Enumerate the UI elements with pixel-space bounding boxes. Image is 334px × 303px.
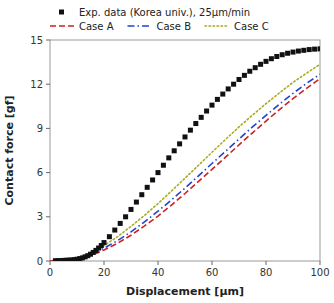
x-tick-label: 20 bbox=[98, 267, 111, 278]
point bbox=[242, 73, 247, 78]
x-tick bbox=[158, 261, 159, 265]
y-tick bbox=[46, 128, 50, 129]
y-tick-label: 3 bbox=[37, 211, 43, 222]
y-tick-label: 12 bbox=[30, 79, 43, 90]
x-tick bbox=[320, 261, 321, 265]
legend: Exp. data (Korea univ.), 25μm/minCase AC… bbox=[50, 7, 269, 32]
y-tick-label: 6 bbox=[37, 167, 43, 178]
y-tick bbox=[46, 216, 50, 217]
point bbox=[139, 192, 144, 197]
point bbox=[237, 77, 242, 82]
point bbox=[280, 52, 285, 57]
point bbox=[285, 51, 290, 56]
point bbox=[247, 69, 252, 74]
point bbox=[296, 49, 301, 54]
axes: 0 20 40 60 80 100 0 3 6 9 12 15 bbox=[30, 35, 329, 279]
x-tick-label: 100 bbox=[310, 267, 329, 278]
point bbox=[172, 148, 177, 153]
x-tick bbox=[50, 261, 51, 265]
x-tick bbox=[104, 261, 105, 265]
point bbox=[199, 115, 204, 120]
point bbox=[123, 214, 128, 219]
point bbox=[177, 141, 182, 146]
y-tick-label: 15 bbox=[30, 35, 43, 46]
y-tick bbox=[46, 84, 50, 85]
y-tick-label: 0 bbox=[37, 256, 43, 267]
point bbox=[183, 134, 188, 139]
point bbox=[107, 234, 112, 239]
y-tick bbox=[46, 40, 50, 41]
point bbox=[312, 47, 317, 52]
x-tick-label: 0 bbox=[47, 267, 53, 278]
x-tick-label: 80 bbox=[260, 267, 273, 278]
point bbox=[269, 56, 274, 61]
point bbox=[150, 177, 155, 182]
chart: 0 20 40 60 80 100 0 3 6 9 12 15 Displacement [μm] Con… bbox=[0, 0, 334, 303]
legend-label: Case B bbox=[157, 21, 192, 32]
point bbox=[231, 82, 236, 87]
point bbox=[264, 59, 269, 64]
point bbox=[193, 121, 198, 126]
point bbox=[253, 65, 258, 70]
x-tick-label: 40 bbox=[152, 267, 165, 278]
legend-swatch bbox=[205, 25, 229, 27]
point bbox=[161, 163, 166, 168]
point bbox=[301, 48, 306, 53]
line bbox=[50, 64, 320, 261]
point bbox=[156, 170, 161, 175]
point bbox=[134, 200, 139, 205]
marks bbox=[50, 46, 320, 261]
point bbox=[215, 97, 220, 102]
line bbox=[50, 79, 320, 261]
y-axis-label: Contact force [gf] bbox=[3, 95, 16, 205]
y-tick bbox=[46, 261, 50, 262]
point bbox=[318, 46, 321, 51]
point bbox=[118, 221, 123, 226]
line bbox=[50, 74, 320, 261]
x-axis-label: Displacement [μm] bbox=[126, 285, 244, 298]
point bbox=[129, 207, 134, 212]
point bbox=[220, 92, 225, 97]
point bbox=[188, 128, 193, 133]
legend-swatch bbox=[59, 10, 64, 15]
legend-row: Exp. data (Korea univ.), 25μm/min bbox=[59, 7, 250, 18]
legend-label: Case C bbox=[234, 21, 269, 32]
point bbox=[258, 62, 263, 67]
legend-label: Exp. data (Korea univ.), 25μm/min bbox=[79, 7, 250, 18]
point bbox=[112, 228, 117, 233]
point bbox=[307, 47, 312, 52]
point bbox=[145, 185, 150, 190]
plot-frame bbox=[50, 40, 320, 261]
point bbox=[210, 103, 215, 108]
point bbox=[204, 109, 209, 114]
point bbox=[274, 54, 279, 59]
x-tick-label: 60 bbox=[206, 267, 219, 278]
scatter-series bbox=[53, 46, 320, 261]
point bbox=[291, 50, 296, 55]
y-tick-label: 9 bbox=[37, 123, 43, 134]
legend-swatch bbox=[128, 25, 152, 27]
point bbox=[102, 240, 107, 245]
legend-row: Case A Case B Case C bbox=[50, 21, 269, 32]
y-tick bbox=[46, 172, 50, 173]
x-tick bbox=[212, 261, 213, 265]
legend-swatch bbox=[50, 25, 74, 27]
x-tick bbox=[266, 261, 267, 265]
point bbox=[226, 86, 231, 91]
legend-label: Case A bbox=[79, 21, 114, 32]
point bbox=[166, 155, 171, 160]
